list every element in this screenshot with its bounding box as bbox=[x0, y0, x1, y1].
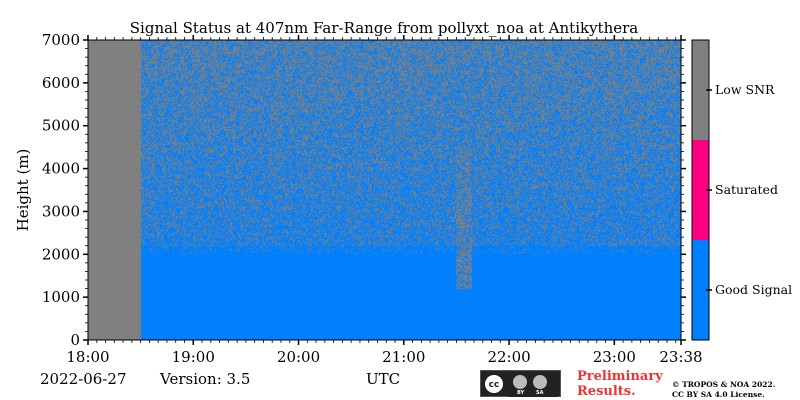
x-tick-label: 21:00 bbox=[382, 348, 425, 366]
colorbar: Low SNR Saturated Good Signal bbox=[691, 39, 792, 341]
cc-icon: cc bbox=[484, 374, 504, 394]
plot-area: 18:00 19:00 20:00 21:00 22:00 23:00 23:38 0 100… bbox=[42, 31, 703, 366]
colorbar-segment bbox=[692, 240, 709, 340]
y-axis: 0 1000 2000 3000 4000 5000 6000 7000 bbox=[42, 31, 686, 349]
y-tick-label: 7000 bbox=[42, 31, 80, 49]
x-tick-label: 22:00 bbox=[487, 348, 530, 366]
by-label: BY bbox=[517, 390, 525, 396]
copyright-line-1: © TROPOS & NOA 2022. bbox=[672, 380, 776, 389]
x-tick-label: 23:38 bbox=[659, 348, 702, 366]
x-tick-label: 20:00 bbox=[277, 348, 320, 366]
copyright-notice: © TROPOS & NOA 2022. CC BY SA 4.0 Licens… bbox=[672, 380, 797, 400]
y-tick-label: 2000 bbox=[42, 245, 80, 263]
copyright-line-2: CC BY SA 4.0 License. bbox=[672, 390, 765, 399]
date-label: 2022-06-27 bbox=[40, 370, 126, 388]
cc-license-badge: cc BY SA bbox=[480, 370, 561, 397]
chart-title: Signal Status at 407nm Far-Range from po… bbox=[130, 19, 639, 37]
y-tick-label: 3000 bbox=[42, 202, 80, 220]
sa-label: SA bbox=[536, 390, 544, 396]
y-tick-label: 0 bbox=[70, 331, 80, 349]
colorbar-segment bbox=[692, 140, 709, 240]
colorbar-label: Good Signal bbox=[715, 282, 792, 297]
x-tick-label: 19:00 bbox=[172, 348, 215, 366]
colorbar-segment bbox=[692, 40, 709, 140]
y-tick-label: 1000 bbox=[42, 288, 80, 306]
license-strip bbox=[508, 391, 558, 397]
colorbar-frame bbox=[691, 39, 710, 341]
x-tick-label: 18:00 bbox=[66, 348, 109, 366]
x-axis: 18:00 19:00 20:00 21:00 22:00 23:00 23:38 bbox=[66, 35, 703, 366]
colorbar-label: Low SNR bbox=[715, 82, 775, 97]
colorbar-label: Saturated bbox=[715, 182, 778, 197]
by-attribution-icon bbox=[512, 374, 528, 390]
plot-frame bbox=[87, 39, 682, 341]
share-alike-icon bbox=[532, 374, 548, 390]
y-tick-label: 6000 bbox=[42, 74, 80, 92]
y-tick-label: 5000 bbox=[42, 117, 80, 135]
signal-status-heatmap bbox=[88, 40, 681, 340]
preliminary-results-label: Preliminary Results. bbox=[577, 369, 663, 399]
y-tick-label: 4000 bbox=[42, 160, 80, 178]
utc-label: UTC bbox=[366, 370, 400, 388]
x-tick-label: 23:00 bbox=[593, 348, 636, 366]
version-label: Version: 3.5 bbox=[159, 370, 250, 388]
y-axis-label: Height (m) bbox=[14, 149, 32, 232]
